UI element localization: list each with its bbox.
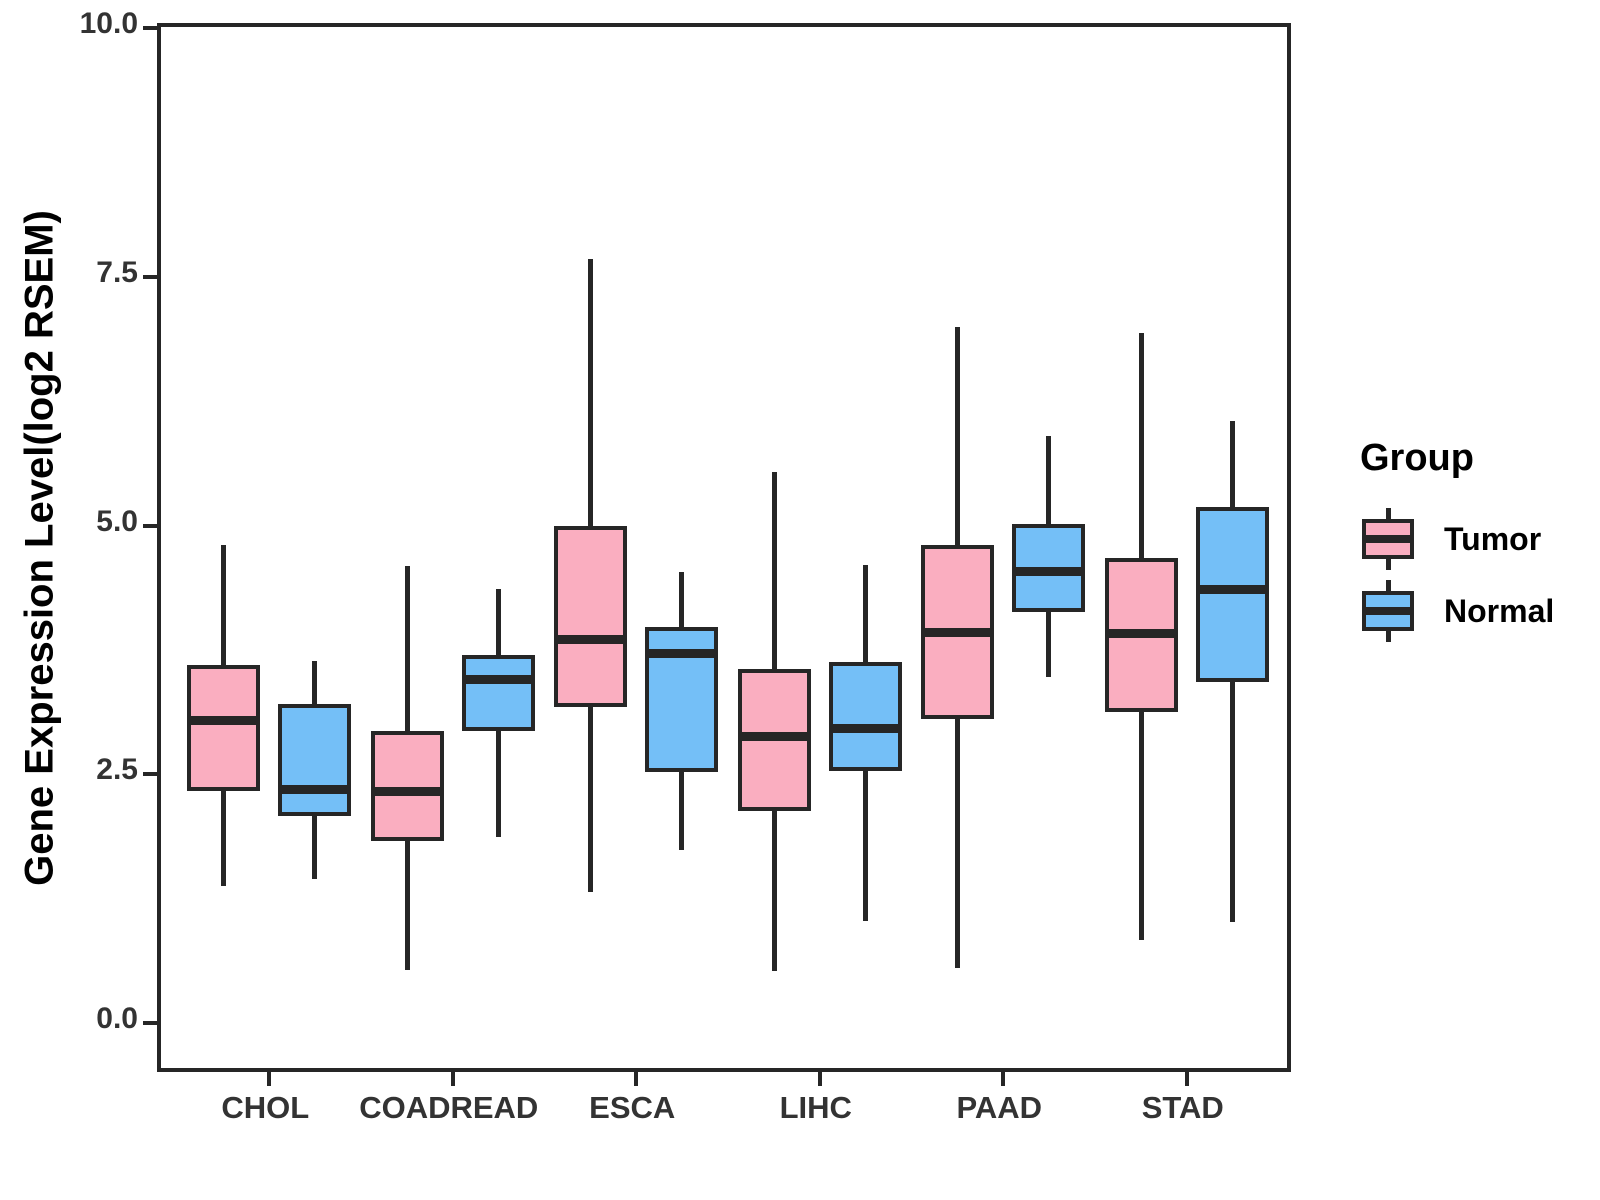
y-tick-label: 2.5	[96, 753, 138, 787]
x-tick-label: COADREAD	[359, 1090, 539, 1125]
y-tick-mark	[143, 772, 157, 777]
x-tick-mark	[1001, 1072, 1006, 1086]
median-tumor-LIHC	[737, 732, 811, 742]
median-normal-ESCA	[645, 648, 719, 658]
box-normal-LIHC	[828, 661, 902, 772]
y-tick-label: 10.0	[79, 6, 138, 40]
box-normal-COADREAD	[461, 655, 535, 731]
median-normal-COADREAD	[461, 675, 535, 685]
legend-title: Group	[1360, 437, 1474, 479]
x-tick-mark	[267, 1072, 272, 1086]
x-tick-label: ESCA	[589, 1090, 676, 1125]
y-tick-label: 5.0	[96, 504, 138, 538]
box-tumor-COADREAD	[370, 730, 444, 842]
plot-panel	[143, 23, 1291, 1086]
x-tick-label: STAD	[1141, 1090, 1224, 1125]
median-normal-PAAD	[1012, 566, 1086, 576]
legend-label-tumor: Tumor	[1444, 520, 1542, 557]
x-tick-mark	[817, 1072, 822, 1086]
y-tick-mark	[143, 1021, 157, 1026]
median-tumor-ESCA	[554, 634, 628, 644]
box-normal-STAD	[1195, 506, 1269, 682]
y-tick-mark	[143, 25, 157, 30]
tumor-boxplot-key-icon	[1360, 508, 1416, 570]
median-tumor-PAAD	[921, 627, 995, 637]
median-tumor-CHOL	[187, 716, 261, 726]
legend: Group Tumor Normal	[1330, 437, 1590, 652]
box-tumor-ESCA	[554, 525, 628, 707]
y-tick-label: 7.5	[96, 255, 138, 289]
legend-item-normal: Normal	[1360, 580, 1590, 642]
legend-label-normal: Normal	[1444, 592, 1555, 629]
median-normal-CHOL	[278, 784, 352, 794]
box-normal-CHOL	[278, 703, 352, 817]
x-tick-mark	[634, 1072, 639, 1086]
normal-boxplot-key-icon	[1360, 580, 1416, 642]
median-normal-LIHC	[828, 724, 902, 734]
y-tick-mark	[143, 523, 157, 528]
box-tumor-CHOL	[187, 664, 261, 792]
median-tumor-COADREAD	[370, 786, 444, 796]
x-tick-label: PAAD	[956, 1090, 1043, 1125]
x-tick-label: CHOL	[221, 1090, 310, 1125]
legend-item-tumor: Tumor	[1360, 508, 1590, 570]
y-tick-mark	[143, 274, 157, 279]
median-tumor-STAD	[1104, 628, 1178, 638]
median-normal-STAD	[1195, 584, 1269, 594]
x-tick-label: LIHC	[779, 1090, 852, 1125]
y-tick-label: 0.0	[96, 1002, 138, 1036]
x-tick-mark	[1184, 1072, 1189, 1086]
x-tick-mark	[450, 1072, 455, 1086]
